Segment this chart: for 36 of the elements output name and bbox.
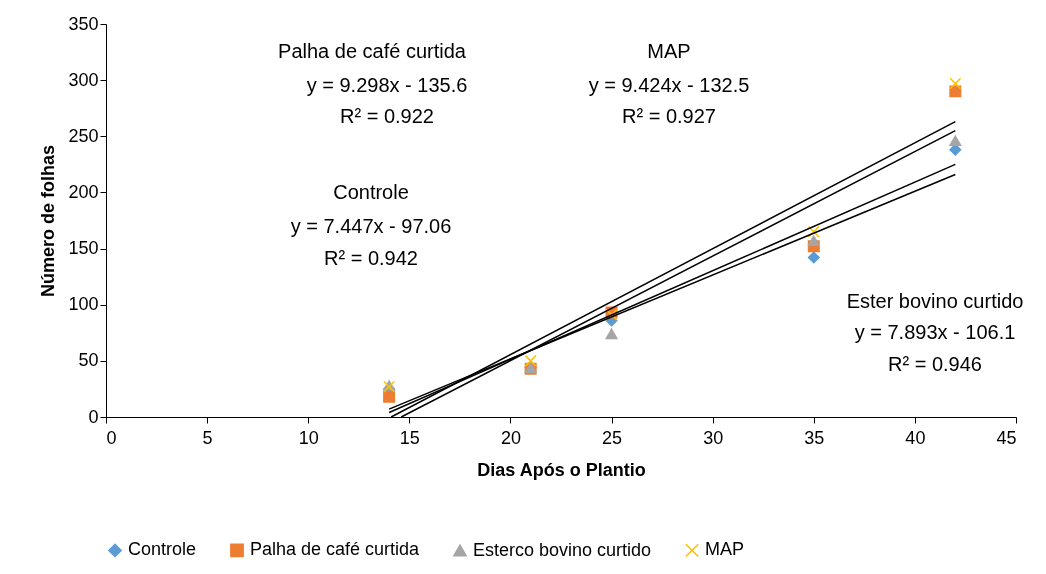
annotation: y = 9.424x - 132.5 (588, 74, 750, 96)
x-tick-label: 5 (202, 427, 213, 448)
y-tick-label: 350 (68, 13, 99, 34)
y-tick-label: 100 (68, 294, 99, 315)
annotation: Ester bovino curtido (846, 290, 1024, 312)
legend-label: Palha de café curtida (250, 539, 421, 560)
annotation: y = 7.447x - 97.06 (290, 215, 452, 237)
annotation: R² = 0.942 (324, 247, 418, 269)
y-tick-label: 300 (68, 69, 99, 90)
x-tick-label: 25 (602, 427, 623, 448)
annotation: MAP (647, 40, 691, 62)
y-tick-label: 150 (68, 238, 99, 259)
y-tick-label: 0 (88, 406, 99, 427)
x-axis-title: Dias Após o Plantio (477, 459, 646, 480)
y-axis-title: Número de folhas (38, 144, 59, 298)
x-tick-label: 35 (804, 427, 825, 448)
annotation: y = 9.298x - 135.6 (306, 74, 468, 96)
x-tick-label: 10 (298, 427, 319, 448)
x-tick-label: 20 (500, 427, 521, 448)
x-tick-label: 15 (399, 427, 420, 448)
annotation: Palha de café curtida (278, 40, 467, 62)
x-tick-label: 40 (905, 427, 926, 448)
y-tick-label: 250 (68, 125, 99, 146)
x-tick-label: 30 (703, 427, 724, 448)
legend-label: Controle (128, 539, 197, 560)
annotation: y = 7.893x - 106.1 (854, 321, 1016, 343)
legend-label: MAP (705, 539, 745, 560)
annotation: R² = 0.946 (888, 353, 982, 375)
annotation: R² = 0.922 (340, 105, 434, 127)
y-tick-label: 200 (68, 181, 99, 202)
x-tick-label: 0 (106, 427, 117, 448)
annotation: R² = 0.927 (622, 105, 716, 127)
y-tick-label: 50 (78, 350, 99, 371)
annotation: Controle (333, 181, 409, 203)
legend-label: Esterco bovino curtido (473, 539, 652, 560)
x-tick-label: 45 (996, 427, 1017, 448)
